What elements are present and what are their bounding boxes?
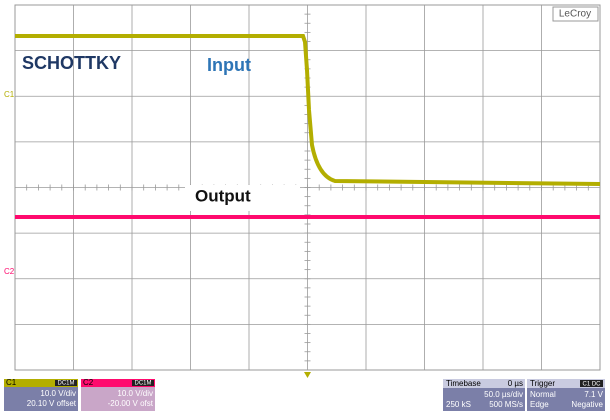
c1-coupling: DC1M	[57, 381, 74, 387]
c1-body	[4, 387, 78, 411]
input-label: Input	[207, 55, 251, 75]
c2-marker: C2	[4, 267, 15, 276]
c2-scale: 10.0 V/div	[117, 389, 153, 398]
timebase-panel: Timebase 0 µs 50.0 µs/div 250 kS 500 MS/…	[443, 379, 525, 411]
c1-coupling-box	[55, 380, 77, 386]
timebase-title: Timebase	[446, 379, 481, 388]
timebase-scale: 50.0 µs/div	[484, 390, 523, 399]
input-trace	[15, 34, 601, 186]
brand: LeCroy	[559, 9, 591, 20]
trigger-title: Trigger	[530, 379, 555, 388]
output-label-bg	[185, 185, 300, 211]
graticule-frame	[14, 4, 601, 371]
output-label: Output	[195, 186, 251, 205]
c2-header	[81, 379, 155, 387]
c1-marker: C1	[4, 90, 15, 99]
c1-offset: 20.10 V offset	[27, 399, 77, 408]
c1-header	[4, 379, 78, 387]
c2-panel: C2 DC1M 10.0 V/div -20.00 V ofst	[81, 378, 155, 411]
timebase-rate: 500 MS/s	[489, 400, 523, 409]
c2-offset: -20.00 V ofst	[108, 399, 154, 408]
timebase-samples: 250 kS	[446, 400, 471, 409]
timebase-header	[443, 379, 525, 388]
trigger-type: Edge	[530, 400, 549, 409]
timebase-delay: 0 µs	[508, 379, 523, 388]
trigger-panel: Trigger C1 DC Normal 7.1 V Edge Negative	[527, 379, 605, 411]
c1-scale: 10.0 V/div	[40, 389, 76, 398]
trigger-source-box	[580, 380, 603, 387]
trigger-source: C1 DC	[582, 382, 601, 388]
c1-panel: C1 DC1M 10.0 V/div 20.10 V offset	[4, 378, 78, 411]
c2-coupling: DC1M	[134, 381, 151, 387]
trigger-level: 7.1 V	[584, 390, 603, 399]
brand-box	[552, 6, 599, 22]
trigger-mode: Normal	[530, 390, 556, 399]
c2-label: C2	[83, 378, 94, 387]
device-label: SCHOTTKY	[22, 53, 121, 73]
c2-coupling-box	[132, 380, 154, 386]
c2-body	[81, 387, 155, 411]
c1-label: C1	[6, 378, 17, 387]
trigger-marker	[304, 372, 311, 378]
trigger-header	[527, 379, 605, 388]
trigger-slope: Negative	[571, 400, 603, 409]
